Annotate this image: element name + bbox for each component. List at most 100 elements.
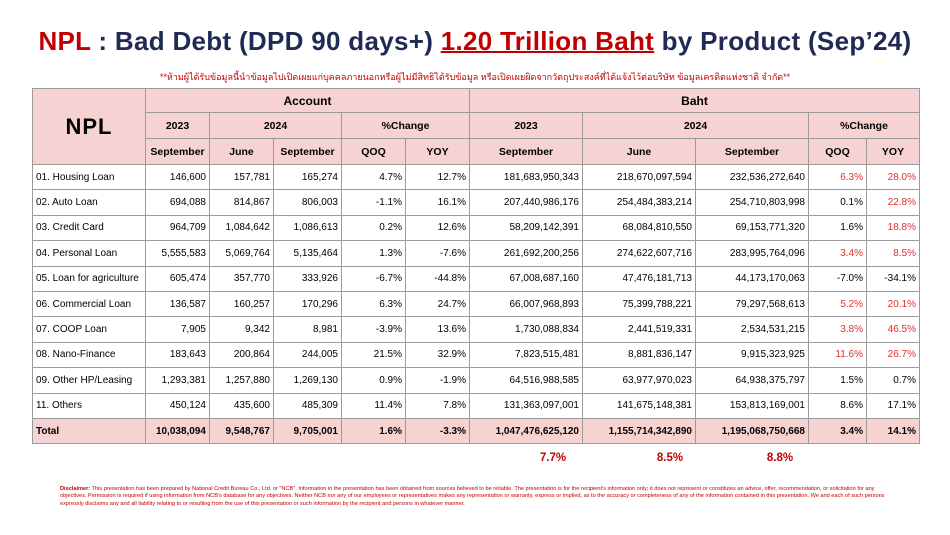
- baht-jun24-cell: 1,155,714,342,890: [582, 417, 696, 445]
- table-row: 01. Housing Loan 146,600 157,781 165,274 4.7…: [32, 163, 920, 191]
- row-label: 03. Credit Card: [32, 214, 146, 242]
- baht-sep24-cell: 232,536,272,640: [695, 163, 809, 191]
- account-sep24-cell: 806,003: [273, 189, 342, 216]
- baht-yoy-cell: -34.1%: [866, 265, 920, 292]
- baht-sep23-cell: 207,440,986,176: [469, 189, 583, 216]
- account-sep23-cell: 10,038,094: [145, 417, 210, 445]
- account-qoq-cell: -1.1%: [341, 189, 406, 216]
- account-sep23-cell: 146,600: [145, 163, 210, 191]
- baht-sep23-cell: 7,823,515,481: [469, 341, 583, 369]
- baht-pct-change: %Change: [808, 112, 920, 139]
- baht-jun24-cell: 2,441,519,331: [582, 316, 696, 343]
- baht-qoq-cell: 3.8%: [808, 316, 867, 343]
- baht-sep24-cell: 69,153,771,320: [695, 214, 809, 242]
- account-qoq-cell: 0.9%: [341, 367, 406, 394]
- account-yoy-cell: 24.7%: [405, 290, 470, 318]
- baht-sep23-cell: 261,692,200,256: [469, 240, 583, 267]
- title-suffix: by Product (Sep’24): [654, 26, 912, 56]
- account-sep24-header: September: [273, 138, 342, 165]
- account-sep24-cell: 170,296: [273, 290, 342, 318]
- baht-yoy-header: YOY: [866, 138, 920, 165]
- baht-sep24-header: September: [695, 138, 809, 165]
- page-title: NPL : Bad Debt (DPD 90 days+) 1.20 Trill…: [0, 26, 950, 57]
- baht-sep23-cell: 64,516,988,585: [469, 367, 583, 394]
- baht-sep23-header: September: [469, 138, 583, 165]
- table-row: 07. COOP Loan 7,905 9,342 8,981 -3.9% 13.6% 1,…: [32, 316, 920, 343]
- baht-year-2023: 2023: [469, 112, 583, 139]
- baht-qoq-cell: 6.3%: [808, 163, 867, 191]
- baht-sep24-cell: 1,195,068,750,668: [695, 417, 809, 445]
- row-label: 04. Personal Loan: [32, 240, 146, 267]
- baht-qoq-cell: 5.2%: [808, 290, 867, 318]
- account-sep23-header: September: [145, 138, 210, 165]
- account-yoy-cell: 12.7%: [405, 163, 470, 191]
- account-qoq-header: QOQ: [341, 138, 406, 165]
- baht-sep23-cell: 67,008,687,160: [469, 265, 583, 292]
- table-row: 03. Credit Card 964,709 1,084,642 1,086,613…: [32, 214, 920, 242]
- table-row: 02. Auto Loan 694,088 814,867 806,003 -1.1% 1…: [32, 189, 920, 216]
- table-body: 01. Housing Loan 146,600 157,781 165,274 4.7…: [32, 163, 920, 445]
- baht-sep24-cell: 153,813,169,001: [695, 392, 809, 419]
- account-qoq-cell: 1.6%: [341, 417, 406, 445]
- baht-yoy-cell: 0.7%: [866, 367, 920, 394]
- account-yoy-cell: 13.6%: [405, 316, 470, 343]
- account-jun24-cell: 5,069,764: [209, 240, 274, 267]
- account-jun24-cell: 160,257: [209, 290, 274, 318]
- account-qoq-cell: 6.3%: [341, 290, 406, 318]
- account-sep24-cell: 333,926: [273, 265, 342, 292]
- baht-jun24-cell: 68,084,810,550: [582, 214, 696, 242]
- account-sep23-cell: 1,293,381: [145, 367, 210, 394]
- baht-jun24-cell: 274,622,607,716: [582, 240, 696, 267]
- baht-sep23-cell: 58,209,142,391: [469, 214, 583, 242]
- account-jun24-cell: 1,084,642: [209, 214, 274, 242]
- baht-yoy-cell: 17.1%: [866, 392, 920, 419]
- account-yoy-cell: -3.3%: [405, 417, 470, 445]
- ratio-jun24: 8.5%: [656, 452, 684, 464]
- account-sep23-cell: 7,905: [145, 316, 210, 343]
- row-label: 06. Commercial Loan: [32, 290, 146, 318]
- account-year-2024: 2024: [209, 112, 342, 139]
- baht-jun24-cell: 75,399,788,221: [582, 290, 696, 318]
- account-sep23-cell: 183,643: [145, 341, 210, 369]
- account-yoy-cell: 32.9%: [405, 341, 470, 369]
- row-label: 09. Other HP/Leasing: [32, 367, 146, 394]
- account-pct-change: %Change: [341, 112, 470, 139]
- total-row: Total 10,038,094 9,548,767 9,705,001 1.6% -3.…: [32, 417, 920, 445]
- account-header: Account: [145, 88, 470, 113]
- confidentiality-note: **ห้ามผู้ได้รับข้อมูลนี้นำข้อมูลไปเปิดเผ…: [159, 72, 791, 82]
- account-yoy-cell: 16.1%: [405, 189, 470, 216]
- account-yoy-header: YOY: [405, 138, 470, 165]
- baht-jun24-cell: 218,670,097,594: [582, 163, 696, 191]
- account-sep24-cell: 1,269,130: [273, 367, 342, 394]
- account-sep24-cell: 165,274: [273, 163, 342, 191]
- baht-qoq-cell: 1.6%: [808, 214, 867, 242]
- baht-sep23-cell: 1,730,088,834: [469, 316, 583, 343]
- table-row: 08. Nano-Finance 183,643 200,864 244,005 21.…: [32, 341, 920, 369]
- table-row: 04. Personal Loan 5,555,583 5,069,764 5,135…: [32, 240, 920, 267]
- account-qoq-cell: 4.7%: [341, 163, 406, 191]
- baht-jun24-cell: 254,484,383,214: [582, 189, 696, 216]
- row-label: 07. COOP Loan: [32, 316, 146, 343]
- table-row: 06. Commercial Loan 136,587 160,257 170,296…: [32, 290, 920, 318]
- baht-sep24-cell: 79,297,568,613: [695, 290, 809, 318]
- baht-sep24-cell: 254,710,803,998: [695, 189, 809, 216]
- baht-sep24-cell: 44,173,170,063: [695, 265, 809, 292]
- baht-yoy-cell: 20.1%: [866, 290, 920, 318]
- account-sep23-cell: 605,474: [145, 265, 210, 292]
- title-prefix: NPL: [38, 26, 91, 56]
- ratio-sep24: 8.8%: [766, 452, 794, 464]
- account-qoq-cell: -3.9%: [341, 316, 406, 343]
- account-jun24-header: June: [209, 138, 274, 165]
- baht-yoy-cell: 46.5%: [866, 316, 920, 343]
- account-jun24-cell: 1,257,880: [209, 367, 274, 394]
- table-row: 05. Loan for agriculture 605,474 357,770 33…: [32, 265, 920, 292]
- baht-sep24-cell: 2,534,531,215: [695, 316, 809, 343]
- table-row: 09. Other HP/Leasing 1,293,381 1,257,880 1,…: [32, 367, 920, 394]
- account-sep23-cell: 450,124: [145, 392, 210, 419]
- baht-yoy-cell: 26.7%: [866, 341, 920, 369]
- baht-qoq-cell: -7.0%: [808, 265, 867, 292]
- baht-sep23-cell: 1,047,476,625,120: [469, 417, 583, 445]
- baht-year-2024: 2024: [582, 112, 809, 139]
- baht-yoy-cell: 14.1%: [866, 417, 920, 445]
